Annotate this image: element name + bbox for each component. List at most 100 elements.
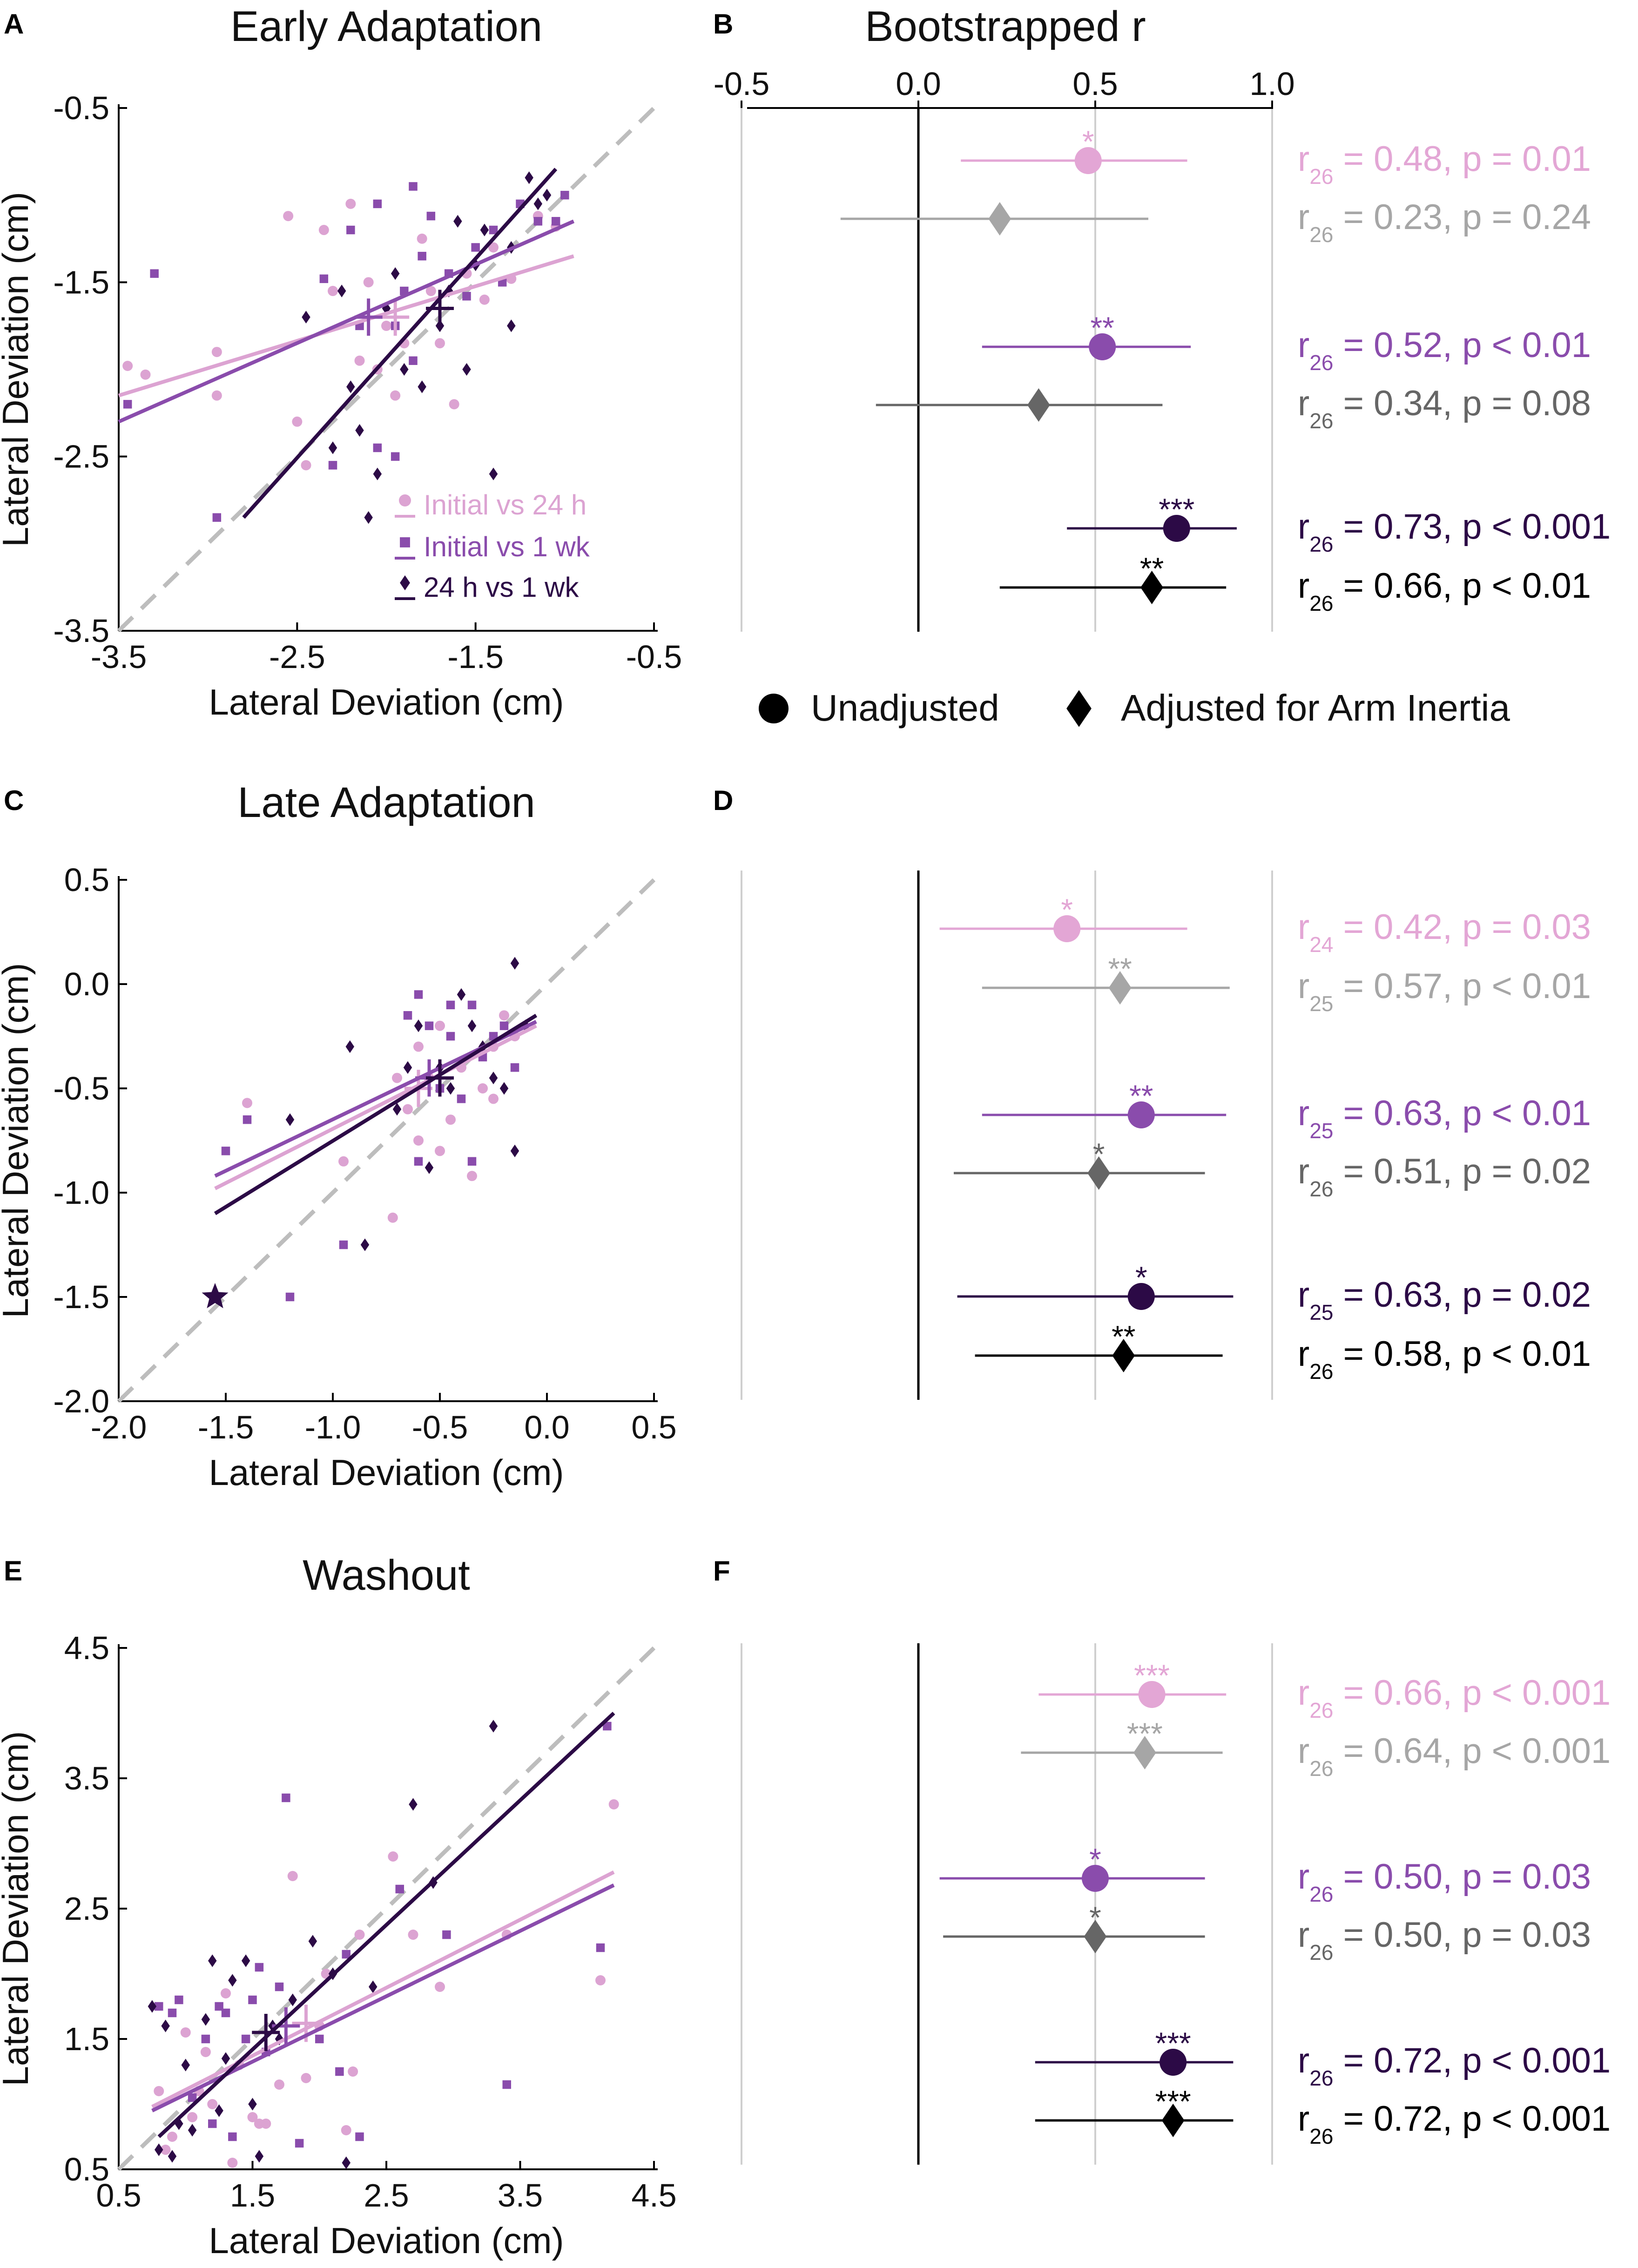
data-point [425,1021,434,1030]
data-point [425,286,436,297]
significance-stars: *** [1159,492,1194,526]
data-point [154,2086,164,2096]
data-point [471,243,480,252]
significance-stars: * [1082,124,1094,159]
significance-stars: ** [1108,952,1132,986]
x-tick-label: 4.5 [631,2177,676,2214]
data-point [560,190,569,200]
estimate-diamond [1027,388,1050,422]
data-point [453,215,462,228]
data-point [248,2098,257,2111]
x-axis-label: Lateral Deviation (cm) [209,682,564,722]
legend-label: 24 h vs 1 wk [424,572,579,603]
data-point [175,1995,183,2005]
estimate-diamond [1084,1920,1107,1953]
data-point [188,2124,197,2137]
regression-line [151,1870,615,2109]
data-point [467,1000,477,1010]
data-point [502,2080,511,2089]
data-point [596,1943,605,1952]
data-point [364,511,373,524]
data-point [318,225,329,236]
regression-line [118,254,574,398]
panel-letter: E [4,1555,22,1586]
data-point [228,2132,237,2141]
data-point [425,1161,434,1174]
data-point [354,355,365,366]
data-point [395,1884,404,1894]
x-axis-label: Lateral Deviation (cm) [209,1452,564,1493]
data-point [200,2047,211,2057]
data-point [208,1954,217,1967]
correlation-label: r26 = 0.64, p < 0.001 [1298,1731,1611,1781]
data-point [201,2013,210,2026]
correlation-label: r26 = 0.72, p < 0.001 [1298,2099,1611,2148]
x-tick-label: -2.5 [269,639,325,675]
data-point [442,1930,451,1939]
data-point [403,1061,412,1074]
data-point [390,390,401,401]
data-point [187,2112,198,2122]
data-point [241,1954,250,1967]
data-point [208,2119,217,2128]
forest-legend: Unadjusted Adjusted for Arm Inertia [759,687,1510,729]
data-point [161,2019,170,2032]
legend-diamond-icon [1066,690,1092,727]
data-point [409,1798,418,1811]
correlation-label: r26 = 0.73, p < 0.001 [1298,507,1611,556]
estimate-diamond [1161,2104,1185,2137]
x-tick-label: -1.5 [198,1409,254,1445]
data-point [242,1098,252,1108]
x-tick-label: -2.0 [91,1409,147,1445]
data-point [435,1020,445,1031]
panel-a: A Early Adaptation -3.5-3.5 -2.5 -2.5 -1.5 -1.… [0,3,682,722]
data-point [510,957,519,970]
data-point [342,2156,351,2169]
legend-label: Initial vs 1 wk [424,531,590,562]
legend-marker [400,575,410,591]
data-point [409,356,418,365]
data-point [335,2067,344,2076]
data-point [140,369,151,380]
data-point [228,1974,237,1987]
correlation-label: r24 = 0.42, p = 0.03 [1298,907,1591,957]
y-tick-label: 3.5 [64,1760,109,1796]
data-point [499,1082,509,1095]
significance-stars: ** [1129,1079,1153,1113]
y-tick-label: 0.0 [64,966,109,1002]
data-point [328,441,337,454]
data-point [168,2150,177,2163]
data-point [285,1113,295,1126]
data-point [457,988,466,1001]
y-tick-label: -2.5 [53,439,109,475]
data-point [167,2132,177,2142]
significance-stars: * [1061,892,1073,927]
data-point [462,292,471,301]
data-point [413,1041,424,1052]
data-point [373,467,382,480]
data-point [221,2052,230,2065]
data-point [435,1146,445,1156]
significance-stars: *** [1155,2084,1191,2119]
x-tick-label: 0.0 [524,1409,569,1445]
estimate-circle [1127,1101,1155,1128]
y-tick-label: 0.5 [64,862,109,898]
data-point [328,286,338,297]
x-tick-label: 2.5 [364,2177,409,2214]
data-point [480,223,489,236]
x-tick-label: 0.5 [631,1409,676,1445]
data-point [346,225,355,235]
data-point [275,2032,284,2045]
panel-e: E Washout 0.50.5 1.5 1.5 2.5 2.5 3.5 3.5 4.5 4.5 La… [0,1552,677,2261]
correlation-label: r26 = 0.23, p = 0.24 [1298,197,1591,247]
panel-f: F *** r26 = 0.66, p < 0.001 *** r26 = 0.64, … [713,1555,1611,2165]
data-point [188,2093,197,2102]
estimate-circle [1082,1865,1109,1892]
data-point [488,242,499,253]
data-point [499,1010,509,1021]
panel-letter: A [4,8,24,40]
data-point [215,2104,223,2117]
data-point [446,1032,455,1041]
data-point [212,513,222,522]
estimate-circle [1074,147,1102,174]
